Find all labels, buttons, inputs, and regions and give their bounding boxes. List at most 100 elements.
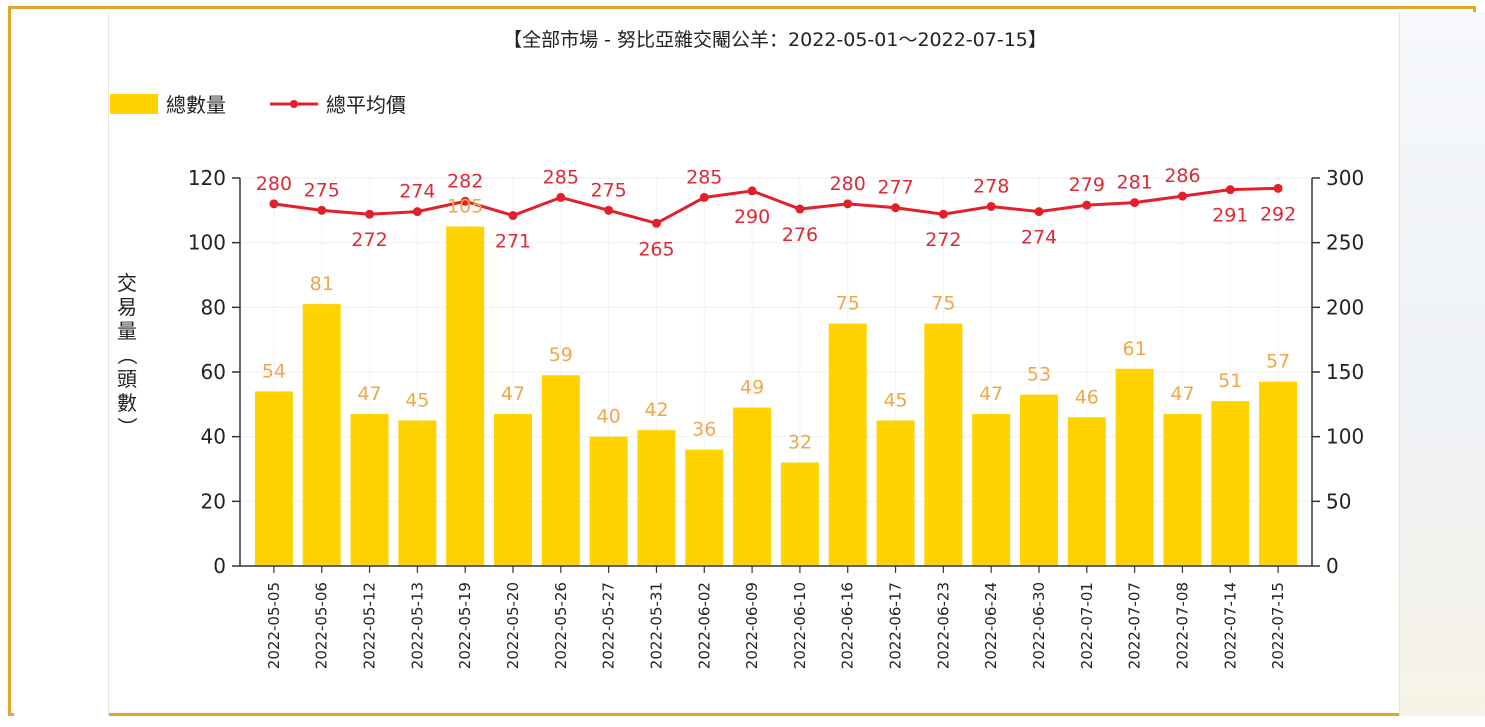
bar-value-label: 81: [310, 273, 334, 295]
price-point-2022-06-23: [938, 209, 948, 219]
y-axis-title: 交易量（頭數）: [115, 271, 139, 437]
y-axis-title-char: 交: [117, 271, 137, 295]
bar-2022-05-20: [494, 414, 532, 566]
x-tick-label: 2022-05-06: [313, 582, 331, 669]
y-tick-label-right: 250: [1326, 231, 1364, 255]
axes: 0 20 40 60 80 100 120 0 50 100 150 200 250 300 2022-05…: [188, 166, 1364, 669]
price-point-2022-05-31: [651, 218, 661, 228]
bar-value-label: 54: [262, 360, 286, 382]
price-point-2022-06-16: [843, 199, 853, 209]
price-value-label: 291: [1212, 205, 1248, 227]
bar-2022-06-16: [828, 323, 867, 566]
y-tick-label-left: 120: [188, 166, 226, 190]
legend-bar-swatch: [110, 94, 158, 114]
x-tick-label: 2022-06-02: [695, 582, 713, 669]
bar-2022-07-01: [1067, 417, 1106, 566]
price-point-2022-07-07: [1130, 198, 1140, 208]
price-point-2022-05-12: [365, 209, 375, 219]
bar-2022-05-12: [350, 414, 389, 566]
x-tick-label: 2022-07-15: [1269, 582, 1287, 669]
price-point-2022-05-26: [556, 192, 566, 202]
x-tick-label: 2022-07-07: [1126, 582, 1144, 669]
bar-value-label: 51: [1218, 370, 1242, 392]
left-margin-panel: [14, 12, 109, 716]
bar-value-label: 49: [740, 377, 764, 399]
price-value-label: 271: [495, 231, 531, 253]
y-axis-title-char: ）: [115, 417, 139, 437]
bar-value-label: 46: [1075, 386, 1099, 408]
data-labels: 54 81 47 45 105 47 59 40 42 36 49 32 75 45 75 47 53 46 61 4…: [256, 165, 1296, 453]
x-tick-label: 2022-05-12: [361, 582, 379, 669]
bar-2022-06-09: [733, 407, 772, 566]
x-tick-label: 2022-05-20: [504, 582, 522, 669]
bar-2022-07-08: [1163, 414, 1202, 566]
bar-2022-06-02: [685, 449, 724, 566]
price-value-label: 275: [591, 179, 627, 201]
x-tick-label: 2022-07-08: [1173, 582, 1191, 669]
x-tick-label: 2022-07-14: [1221, 582, 1239, 669]
y-tick-label-right: 100: [1326, 425, 1364, 449]
price-point-2022-06-10: [795, 204, 805, 214]
x-tick-label: 2022-05-26: [552, 582, 570, 669]
price-value-label: 265: [638, 238, 674, 260]
price-point-2022-07-01: [1082, 200, 1092, 210]
bar-value-label: 42: [644, 399, 668, 421]
price-line: [273, 186, 1279, 225]
x-tick-label: 2022-06-10: [791, 582, 809, 669]
price-value-label: 274: [1021, 227, 1057, 249]
x-tick-label: 2022-05-05: [265, 582, 283, 669]
y-tick-label-right: 50: [1326, 489, 1351, 513]
price-value-label: 274: [399, 181, 435, 203]
price-value-label: 290: [734, 206, 770, 228]
x-tick-label: 2022-06-16: [839, 582, 857, 669]
price-value-label: 280: [830, 173, 866, 195]
right-margin-panel: [1399, 12, 1485, 716]
y-tick-label-left: 20: [201, 489, 226, 513]
bar-value-label: 75: [931, 293, 955, 315]
price-value-label: 285: [543, 166, 579, 188]
x-tick-label: 2022-07-01: [1078, 582, 1096, 669]
price-point-2022-05-27: [604, 205, 614, 215]
legend-label-quantity: 總數量: [166, 93, 226, 117]
bar-value-label: 47: [1170, 383, 1194, 405]
price-value-label: 272: [351, 229, 387, 251]
price-value-label: 278: [973, 175, 1009, 197]
y-tick-label-left: 0: [213, 554, 226, 578]
line-series-price: [269, 183, 1283, 228]
price-point-2022-05-20: [508, 211, 518, 221]
bar-value-label: 36: [692, 419, 716, 441]
bar-value-label: 47: [501, 383, 525, 405]
bar-series-quantity: [254, 226, 1298, 566]
bar-value-label: 45: [405, 390, 429, 412]
bar-2022-07-07: [1115, 368, 1154, 566]
price-point-2022-07-15: [1273, 183, 1283, 193]
x-tick-label: 2022-05-19: [456, 582, 474, 669]
bar-2022-05-13: [398, 420, 437, 566]
x-tick-label: 2022-06-24: [982, 582, 1000, 669]
legend-label-price: 總平均價: [326, 93, 406, 117]
y-axis-title-char: （: [115, 345, 139, 365]
price-value-label: 286: [1164, 165, 1200, 187]
price-value-label: 279: [1069, 174, 1105, 196]
price-point-2022-06-24: [986, 201, 996, 211]
price-value-label: 285: [686, 166, 722, 188]
price-point-2022-05-06: [317, 205, 327, 215]
y-tick-label-left: 100: [188, 231, 226, 255]
bar-2022-07-15: [1259, 381, 1298, 566]
bar-value-label: 53: [1027, 364, 1051, 386]
bar-2022-05-06: [302, 304, 341, 566]
chart-frame: [8, 6, 1485, 716]
price-value-label: 272: [925, 229, 961, 251]
y-tick-label-left: 60: [201, 360, 226, 384]
y-axis-title-char: 頭: [117, 367, 137, 391]
bar-2022-06-17: [876, 420, 915, 566]
bar-value-label: 47: [357, 383, 381, 405]
bar-2022-06-23: [924, 323, 963, 566]
bar-2022-05-31: [637, 430, 676, 566]
price-value-label: 277: [877, 177, 913, 199]
legend: 總數量 總平均價: [110, 93, 406, 117]
price-value-label: 282: [447, 170, 483, 192]
bar-2022-06-24: [972, 414, 1011, 566]
bar-2022-06-30: [1020, 394, 1058, 566]
price-value-label: 292: [1260, 203, 1296, 225]
